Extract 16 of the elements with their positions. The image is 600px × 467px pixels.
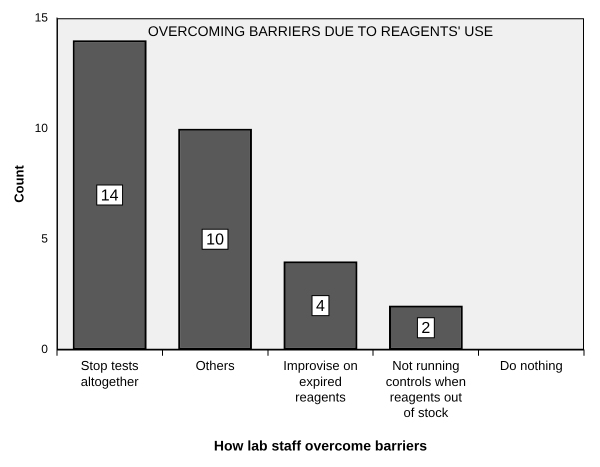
data-label: 10 xyxy=(206,232,224,249)
y-tick-label: 15 xyxy=(34,10,48,25)
x-tick-label: Improvise on expired reagents xyxy=(283,358,358,404)
x-tick-label: Do nothing xyxy=(500,358,563,374)
x-axis-title: How lab staff overcome barriers xyxy=(214,437,428,454)
data-label: 4 xyxy=(316,298,326,315)
data-label: 14 xyxy=(100,187,119,204)
y-tick-label: 5 xyxy=(41,232,48,246)
chart-title: OVERCOMING BARRIERS DUE TO REAGENTS' USE xyxy=(148,23,494,40)
y-axis-title: Count xyxy=(11,164,26,203)
x-tick-label: Not running controls when reagents out of stock xyxy=(386,358,466,420)
y-tick-label: 10 xyxy=(34,121,48,136)
x-tick-label: Stop tests altogether xyxy=(80,358,140,389)
x-tick-label: Others xyxy=(196,358,236,374)
data-label: 2 xyxy=(421,320,430,338)
y-tick-label: 0 xyxy=(41,342,48,356)
